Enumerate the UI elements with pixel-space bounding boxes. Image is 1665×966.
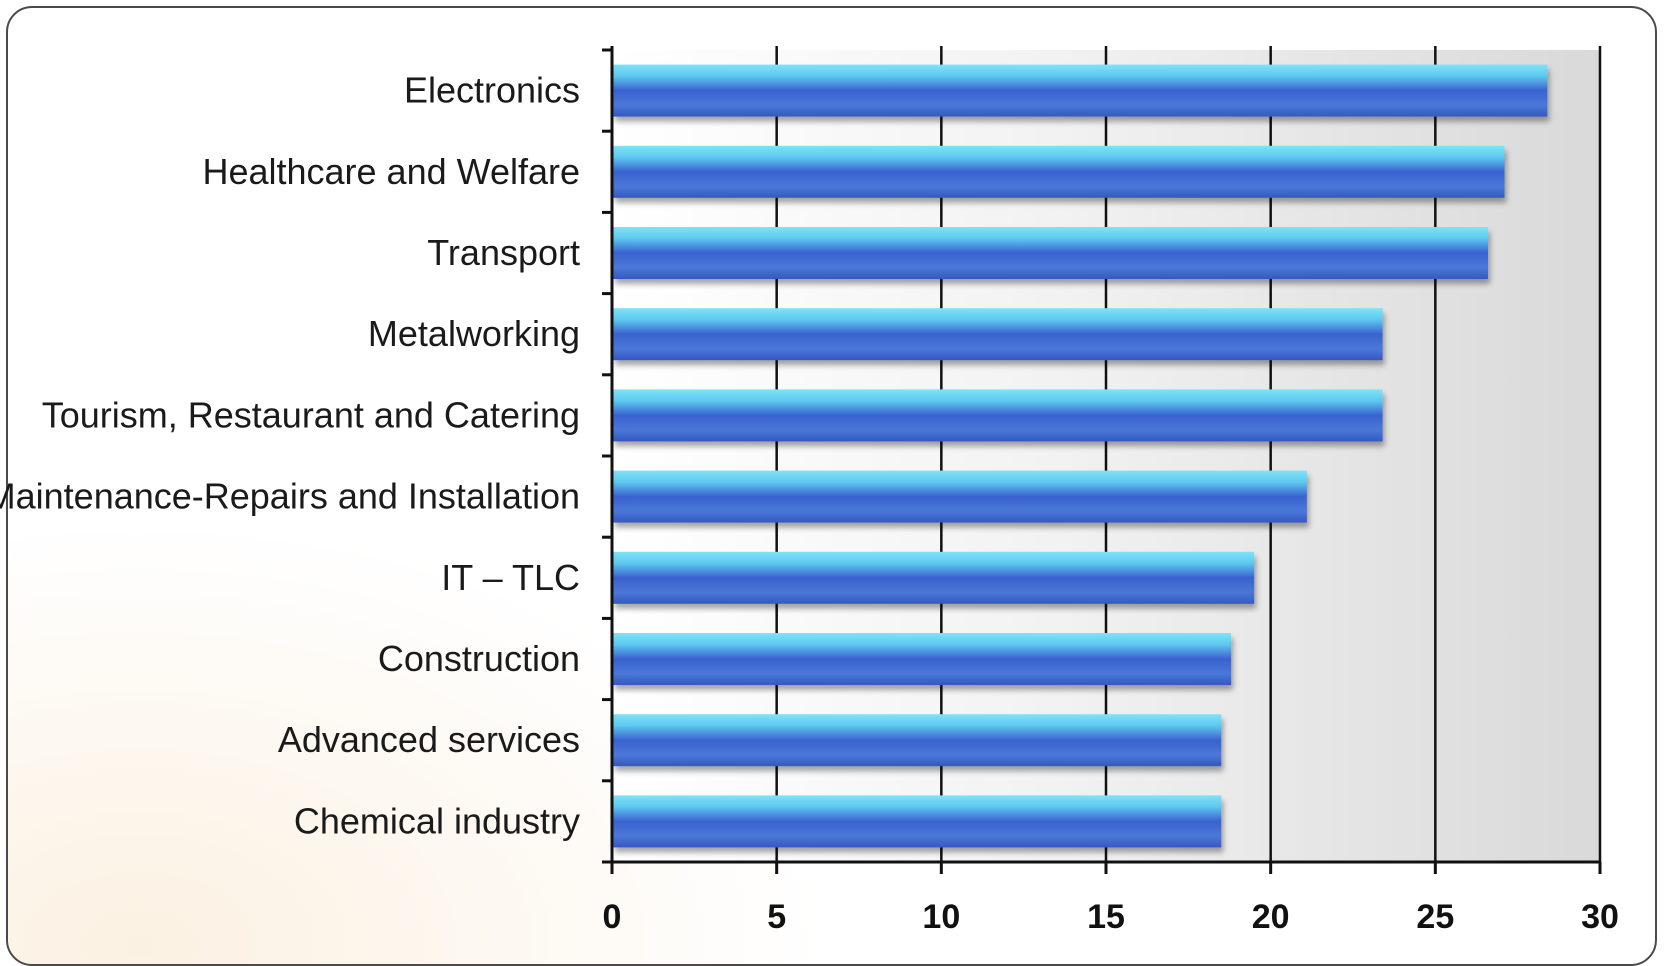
bars bbox=[613, 64, 1548, 848]
x-tick-label: 5 bbox=[767, 898, 786, 936]
category-label: Tourism, Restaurant and Catering bbox=[42, 394, 580, 435]
x-tick-label: 25 bbox=[1416, 898, 1454, 936]
x-tick-label: 0 bbox=[603, 898, 622, 936]
bar bbox=[613, 64, 1548, 117]
category-label: Healthcare and Welfare bbox=[202, 151, 580, 192]
bar bbox=[613, 227, 1489, 279]
bar bbox=[613, 308, 1383, 361]
category-label: Electronics bbox=[404, 70, 580, 111]
category-label: Metalworking bbox=[368, 313, 580, 354]
x-tick-label: 15 bbox=[1087, 898, 1125, 936]
bar bbox=[613, 389, 1383, 442]
bar bbox=[613, 633, 1232, 685]
bar bbox=[613, 470, 1307, 523]
category-labels: Electronics Healthcare and Welfare Transpo… bbox=[0, 70, 580, 842]
x-tick-label: 30 bbox=[1581, 898, 1619, 936]
bar bbox=[613, 714, 1222, 767]
category-label: Advanced services bbox=[278, 719, 580, 760]
category-label: Construction bbox=[378, 638, 580, 679]
axes bbox=[602, 46, 1602, 874]
x-tick-labels: 0 5 10 15 20 25 30 bbox=[603, 898, 1619, 936]
x-tick-label: 10 bbox=[922, 898, 960, 936]
bar bbox=[613, 551, 1255, 604]
x-tick-label: 20 bbox=[1252, 898, 1290, 936]
category-label: Transport bbox=[427, 232, 580, 273]
bar bbox=[613, 145, 1505, 198]
category-label: IT – TLC bbox=[441, 557, 580, 598]
category-label: Maintenance-Repairs and Installation bbox=[0, 476, 580, 517]
category-label: Chemical industry bbox=[294, 800, 580, 841]
bar bbox=[613, 795, 1222, 848]
bar-chart: Electronics Healthcare and Welfare Transpo… bbox=[0, 46, 1619, 936]
